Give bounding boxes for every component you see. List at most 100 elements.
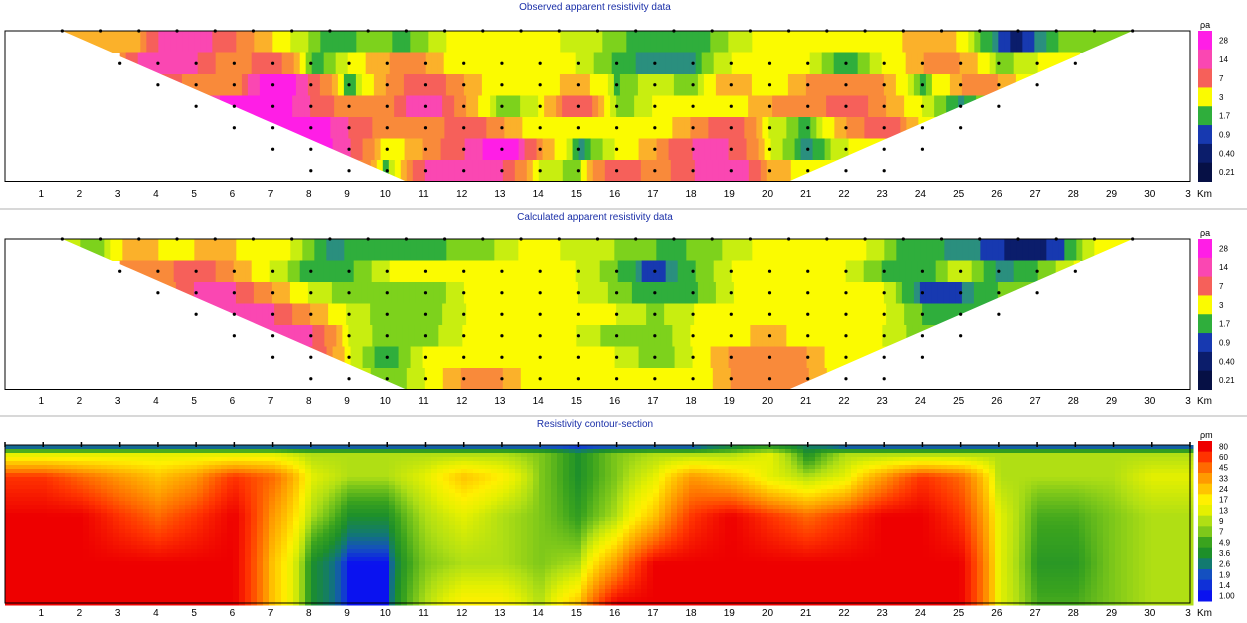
section-cell — [281, 469, 288, 474]
section-cell — [665, 457, 672, 462]
section-cell — [47, 481, 54, 486]
section-cell — [107, 485, 114, 490]
section-cell — [881, 461, 888, 466]
section-cell — [839, 453, 846, 458]
pseudosection-cell — [676, 160, 684, 182]
pseudosection-cell — [828, 325, 835, 347]
section-cell — [689, 489, 696, 494]
section-cell — [563, 497, 570, 502]
section-cell — [23, 453, 30, 458]
section-cell — [473, 469, 480, 474]
section-cell — [575, 461, 582, 466]
section-cell — [653, 493, 660, 498]
pseudosection-cell — [701, 260, 709, 283]
section-cell — [347, 485, 354, 490]
x-tick-label: 16 — [609, 396, 621, 407]
section-cell — [515, 457, 522, 462]
pseudosection-cell — [452, 239, 459, 261]
section-cell — [365, 461, 372, 466]
pseudosection-cell — [503, 260, 511, 283]
section-cell — [413, 453, 420, 458]
pseudosection-cell — [938, 31, 945, 53]
section-cell — [401, 461, 408, 466]
pseudosection-cell — [790, 368, 798, 390]
section-cell — [683, 461, 690, 466]
pseudosection-cell — [851, 260, 859, 283]
pseudosection-cell — [596, 346, 604, 369]
section-cell — [389, 469, 396, 474]
data-point — [1073, 269, 1077, 273]
section-cell — [77, 481, 84, 486]
section-cell — [851, 453, 858, 458]
section-cell — [689, 453, 696, 458]
section-cell — [1091, 477, 1098, 482]
section-cell — [503, 449, 510, 454]
pseudosection-cell — [454, 303, 461, 326]
pseudosection-cell — [906, 325, 913, 347]
section-cell — [383, 453, 390, 458]
pseudosection-cell — [854, 31, 861, 53]
section-cell — [773, 465, 780, 470]
pseudosection-cell — [395, 260, 403, 283]
section-cell — [641, 449, 648, 454]
section-cell — [5, 465, 12, 470]
pseudosection-cell — [940, 303, 947, 326]
section-cell — [509, 465, 516, 470]
data-point — [309, 104, 313, 108]
section-cell — [299, 493, 306, 498]
section-cell — [935, 481, 942, 486]
pseudosection-cell — [288, 117, 295, 139]
pseudosection-cell — [600, 117, 607, 139]
section-cell — [1001, 477, 1008, 482]
pseudosection-cell — [122, 239, 129, 261]
pseudosection-cell — [859, 282, 867, 304]
section-cell — [539, 465, 546, 470]
pseudosection-cell — [1016, 31, 1023, 53]
section-cell — [995, 493, 1002, 498]
section-cell — [1115, 473, 1122, 478]
section-chart: 1 2 3 4 5 6 7 8 9 10 11 12 13 14 15 16 17 18 19 20 21 22 23 24 2… — [4, 430, 1235, 619]
data-point — [500, 355, 504, 359]
section-cell — [485, 481, 492, 486]
pseudosection-cell — [530, 346, 538, 369]
section-cell — [1151, 449, 1158, 454]
section-cell — [995, 445, 1002, 450]
pseudosection-cell — [654, 325, 661, 347]
section-cell — [341, 473, 348, 478]
section-cell — [869, 473, 876, 478]
section-cell — [401, 473, 408, 478]
section-cell — [125, 465, 132, 470]
data-point — [959, 269, 963, 273]
pseudosection-cell — [490, 160, 498, 182]
section-cell — [641, 493, 648, 498]
section-cell — [629, 485, 636, 490]
section-cell — [257, 497, 264, 502]
section-cell — [1103, 465, 1110, 470]
pseudosection-cell — [619, 74, 627, 96]
pseudosection-cell — [400, 160, 408, 182]
pseudosection-cell — [462, 117, 469, 139]
pseudosection-cell — [997, 282, 1005, 304]
pseudosection-cell — [254, 31, 261, 53]
data-point — [653, 104, 657, 108]
section-cell — [1097, 477, 1104, 482]
pseudosection-cell — [488, 138, 496, 161]
section-cell — [713, 489, 720, 494]
section-cell — [1085, 473, 1092, 478]
section-cell — [155, 453, 162, 458]
section-cell — [461, 493, 468, 498]
pseudosection-cell — [685, 282, 693, 304]
section-cell — [557, 493, 564, 498]
pseudosection-cell — [719, 260, 727, 283]
section-cell — [815, 493, 822, 498]
pseudosection-cell — [721, 74, 729, 96]
data-point — [653, 169, 657, 173]
pseudosection-cell — [290, 31, 297, 53]
data-point — [500, 169, 504, 173]
data-point — [959, 312, 963, 316]
pseudosection-cell — [506, 346, 514, 369]
section-cell — [881, 469, 888, 474]
section-cell — [719, 485, 726, 490]
section-cell — [551, 461, 558, 466]
pseudosection-cell — [402, 117, 409, 139]
